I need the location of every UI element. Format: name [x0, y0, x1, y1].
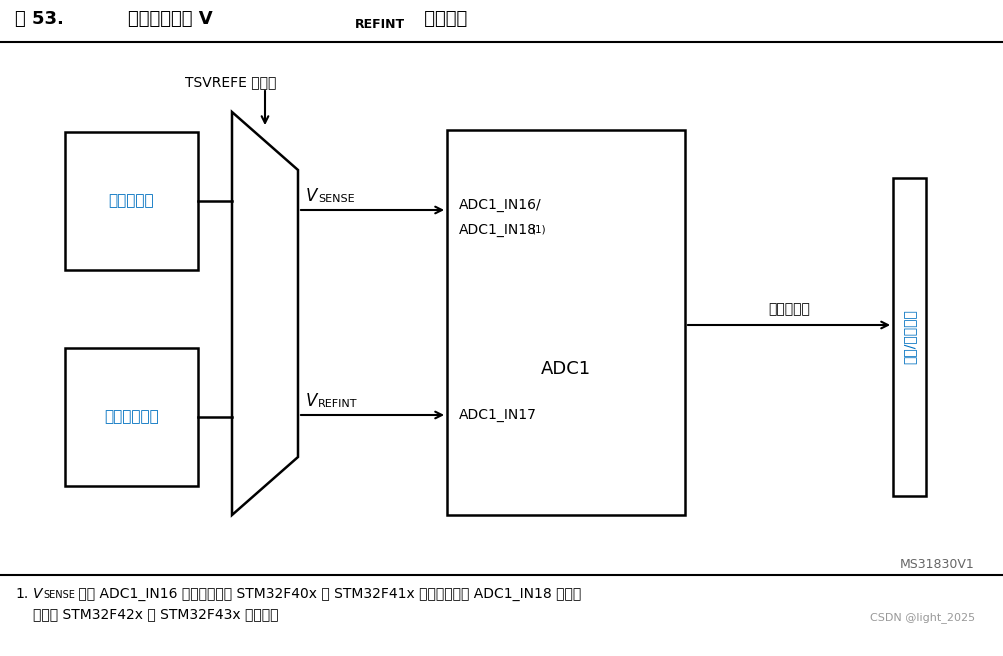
Text: MS31830V1: MS31830V1 — [900, 558, 974, 571]
Text: 图 53.: 图 53. — [15, 10, 64, 28]
Text: CSDN @light_2025: CSDN @light_2025 — [869, 612, 974, 623]
Text: REFINT: REFINT — [318, 399, 357, 409]
Text: V: V — [306, 392, 317, 410]
Text: 温度传感器和 V: 温度传感器和 V — [127, 10, 213, 28]
Text: SENSE: SENSE — [43, 590, 75, 600]
Text: (1): (1) — [531, 224, 545, 234]
Polygon shape — [232, 112, 298, 515]
Text: REFINT: REFINT — [355, 18, 405, 31]
Text: TSVREFE 控制位: TSVREFE 控制位 — [185, 75, 276, 89]
Text: （对于 STM32F42x 和 STM32F43x 器件）。: （对于 STM32F42x 和 STM32F43x 器件）。 — [33, 607, 278, 621]
Text: 1.: 1. — [15, 587, 28, 601]
Text: 内部电源模块: 内部电源模块 — [104, 409, 158, 424]
Text: ADC1_IN17: ADC1_IN17 — [458, 408, 537, 422]
Text: ADC1_IN16/: ADC1_IN16/ — [458, 198, 541, 212]
Text: 转换的数据: 转换的数据 — [767, 302, 809, 316]
Text: 地址/数据总线: 地址/数据总线 — [902, 310, 916, 365]
Bar — [446, 130, 684, 515]
Text: V: V — [306, 187, 317, 205]
Text: ADC1: ADC1 — [541, 359, 591, 378]
Bar — [65, 132, 198, 270]
Text: 通道框图: 通道框图 — [417, 10, 466, 28]
Bar — [65, 348, 198, 486]
Text: 是至 ADC1_IN16 的输入（对于 STM32F40x 和 STM32F41x 器件），也是 ADC1_IN18 的输入: 是至 ADC1_IN16 的输入（对于 STM32F40x 和 STM32F41… — [74, 587, 581, 601]
Text: ADC1_IN18: ADC1_IN18 — [458, 223, 537, 237]
Text: V: V — [33, 587, 42, 601]
Bar — [892, 178, 925, 496]
Text: 温度传感器: 温度传感器 — [108, 194, 154, 209]
Text: SENSE: SENSE — [318, 194, 354, 204]
